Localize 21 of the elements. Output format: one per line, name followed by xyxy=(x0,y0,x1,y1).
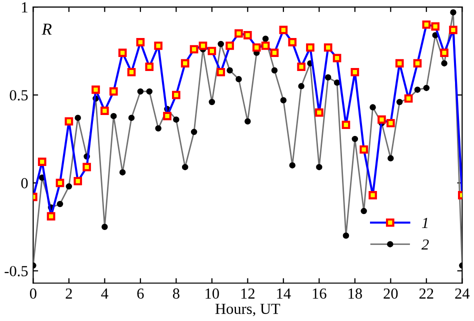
x-tick-label: 6 xyxy=(137,288,144,299)
x-tick-label: 20 xyxy=(384,288,398,299)
x-tick-label: 16 xyxy=(312,288,326,299)
x-tick-label: 12 xyxy=(241,288,254,299)
y-tick-label: -0.5 xyxy=(4,266,28,276)
x-tick-label: 24 xyxy=(455,288,470,299)
x-axis-title: Hours, UT xyxy=(215,304,280,316)
x-tick-label: 2 xyxy=(66,288,72,299)
legend-label: 2 xyxy=(421,239,429,250)
legend-label: 1 xyxy=(422,218,428,228)
y-tick-label: 1 xyxy=(22,2,28,12)
x-tick-label: 10 xyxy=(206,288,219,299)
x-tick-label: 0 xyxy=(30,288,36,299)
y-tick-label: 0 xyxy=(21,178,28,188)
y-tick-label: 0.5 xyxy=(10,90,28,100)
x-tick-label: 22 xyxy=(419,288,434,299)
x-tick-label: 14 xyxy=(277,288,291,299)
x-tick-label: 18 xyxy=(348,288,362,299)
x-tick-label: 4 xyxy=(101,288,108,299)
x-tick-label: 8 xyxy=(172,288,180,299)
y-axis-title: R xyxy=(42,24,52,35)
